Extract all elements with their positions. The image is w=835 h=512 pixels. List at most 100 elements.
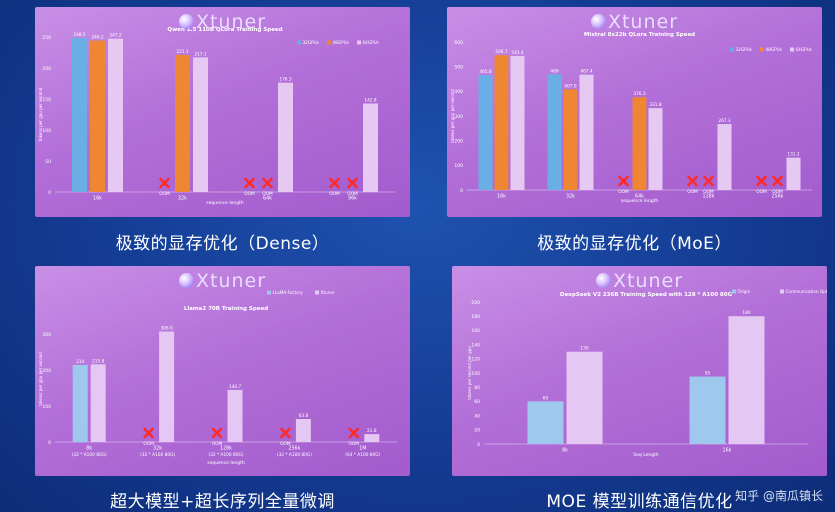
y-tick-label: 250	[42, 35, 51, 41]
oom-label: OOM	[262, 191, 273, 197]
x-tick-label: 8k	[562, 448, 568, 454]
xtuner-logo: Xtuner	[35, 11, 410, 33]
legend-swatch	[297, 40, 301, 45]
oom-label: OOM	[687, 189, 698, 195]
bar-value-label: 144.7	[229, 384, 242, 390]
oom-cross-icon	[618, 175, 629, 187]
legend-label: 48GPUs	[333, 40, 349, 45]
oom-cross-icon	[244, 177, 255, 189]
bar	[72, 364, 88, 442]
xtuner-logo-text: Xtuner	[195, 11, 267, 33]
x-tick-sublabel: (32 * A100 80G)	[208, 452, 243, 458]
caption-moe: 极致的显存优化（MoE）	[537, 234, 732, 254]
oom-label: OOM	[618, 189, 629, 195]
oom-cross-icon	[262, 177, 273, 189]
bar	[510, 55, 525, 190]
bar	[227, 389, 243, 442]
legend-label: LLaMA-Factory	[273, 290, 304, 295]
bar-value-label: 214	[76, 359, 84, 365]
panel-qwen: Xtuner Qwen 1.5 110B QLora Training Spee…	[35, 7, 410, 217]
y-axis-label: tokens per gpu per second	[38, 352, 43, 406]
caption-long-seq: 超大模型+超长序列全量微调	[110, 492, 335, 512]
y-tick-label: 100	[42, 128, 51, 134]
oom-cross-icon	[280, 427, 291, 439]
xtuner-logo-mark-icon	[178, 14, 194, 29]
y-tick-label: 0	[48, 190, 51, 196]
y-tick-label: 200	[42, 66, 51, 72]
caption-dense: 极致的显存优化（Dense）	[115, 234, 330, 254]
bar	[547, 74, 562, 190]
legend-swatch	[327, 40, 331, 45]
bar	[364, 434, 380, 442]
y-tick-label: 180	[471, 314, 480, 320]
bar	[689, 376, 726, 444]
oom-cross-icon	[348, 427, 360, 439]
x-tick-sublabel: (32 * A100 80G)	[277, 452, 312, 458]
legend-swatch	[730, 47, 734, 52]
panel-llama: Xtuner Llama2 70B Training Speed 0 100 200 3…	[35, 266, 410, 476]
oom-label: OOM	[772, 189, 783, 195]
bar-value-label: 546.7	[495, 49, 508, 55]
watermark: 知乎 @南瓜镇长	[735, 489, 823, 503]
xtuner-logo-text: Xtuner	[612, 270, 684, 292]
y-tick-label: 150	[42, 97, 51, 103]
bar	[295, 419, 311, 442]
chart-qwen: Qwen 1.5 110B QLora Training Speed 0 50 100…	[38, 27, 395, 206]
bar-value-label: 267.3	[718, 118, 731, 124]
legend-label: 64GPUs	[796, 47, 812, 52]
y-axis-label: tokens per gpu per second	[38, 87, 43, 141]
bar	[159, 331, 175, 442]
x-axis-label: sequence length	[621, 198, 659, 204]
bar-value-label: 306.9	[160, 326, 173, 332]
xtuner-logo: Xtuner	[452, 270, 827, 292]
chart-title: Llama2 70B Training Speed	[184, 306, 268, 312]
bar-value-label: 221.1	[176, 49, 189, 55]
y-tick-label: 100	[42, 404, 51, 410]
y-tick-label: 500	[454, 64, 463, 70]
bar-value-label: 331.8	[649, 102, 662, 108]
x-axis-label: Seq Length	[633, 452, 659, 458]
oom-cross-icon	[703, 175, 714, 187]
bar	[566, 351, 603, 444]
oom-cross-icon	[687, 175, 698, 187]
bar	[563, 89, 578, 190]
y-tick-label: 0	[460, 188, 463, 194]
oom-cross-icon	[772, 175, 783, 187]
legend-swatch	[357, 40, 361, 45]
legend-label: Origin	[738, 289, 751, 294]
legend-swatch	[780, 289, 784, 294]
y-tick-label: 60	[474, 399, 480, 405]
y-tick-label: 400	[454, 89, 463, 95]
y-tick-label: 300	[454, 114, 463, 120]
oom-label: OOM	[143, 441, 154, 447]
bar	[90, 364, 106, 442]
xtuner-logo-mark-icon	[178, 273, 194, 288]
oom-label: OOM	[756, 189, 767, 195]
y-tick-label: 50	[45, 159, 51, 165]
x-axis-label: sequence length	[206, 200, 244, 206]
legend-swatch	[760, 47, 764, 52]
x-tick-label: 16k	[723, 448, 732, 454]
bar-value-label: 467.4	[580, 69, 593, 75]
x-tick-sublabel: (64 * A100 80G)	[345, 452, 380, 458]
y-tick-label: 200	[454, 138, 463, 144]
legend-swatch	[732, 289, 736, 294]
legend-label: Xtuner	[321, 290, 335, 295]
bar-value-label: 176.3	[279, 77, 292, 83]
bar-value-label: 142.8	[364, 97, 377, 103]
bar-value-label: 131.2	[787, 152, 800, 158]
x-tick-label: 256k	[288, 446, 300, 452]
legend-label: 32GPUs	[736, 47, 752, 52]
x-tick-label: 32k	[178, 196, 187, 202]
y-tick-label: 160	[471, 328, 480, 334]
bar-value-label: 217.1	[194, 51, 207, 57]
bar-value-label: 180	[742, 310, 750, 316]
bar	[175, 54, 190, 192]
oom-cross-icon	[159, 177, 170, 189]
bar-value-label: 465.8	[479, 69, 492, 75]
bar-value-label: 130	[580, 346, 588, 352]
y-tick-label: 600	[454, 40, 463, 46]
x-tick-label: 32k	[566, 194, 575, 200]
legend-label: Communication Optim	[786, 289, 828, 294]
chart-title: DeepSeek V2 236B Training Speed with 128…	[560, 292, 733, 298]
